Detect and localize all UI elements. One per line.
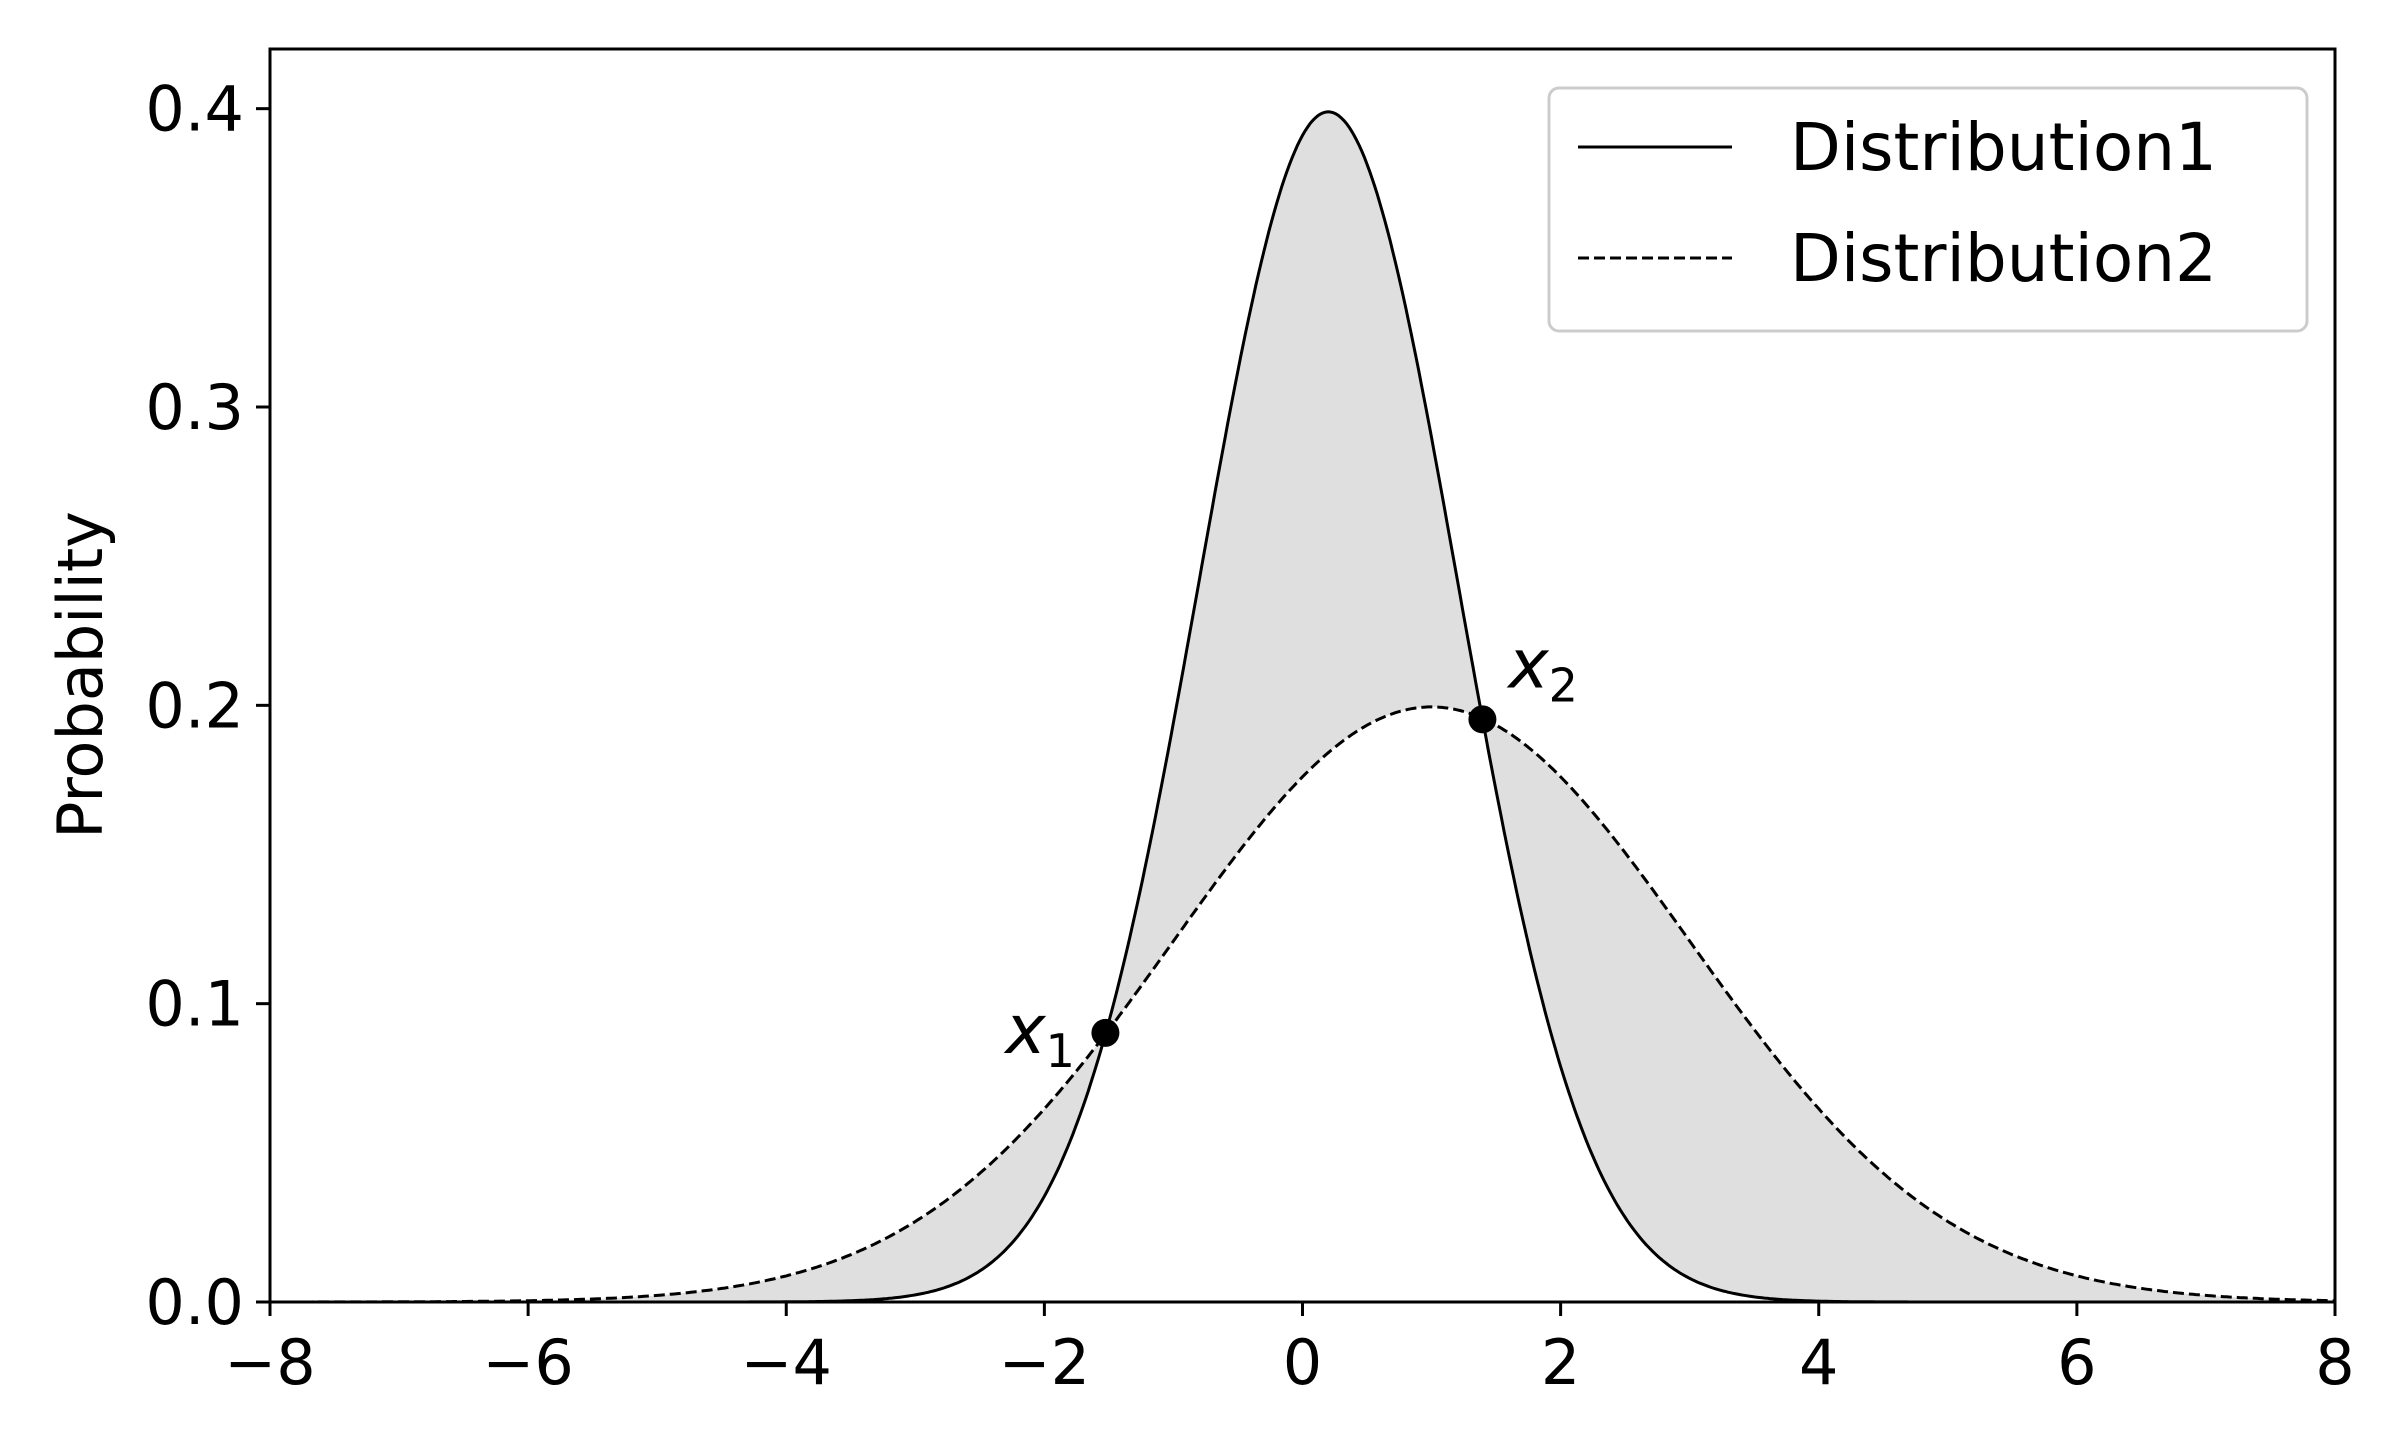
intersection-point-2 — [1468, 705, 1497, 734]
x-tick-label: −4 — [741, 1326, 832, 1399]
annotation-letter: x — [1003, 991, 1046, 1070]
y-tick-label: 0.0 — [145, 1266, 244, 1339]
y-tick-label: 0.1 — [145, 968, 244, 1041]
annotation-subscript: 1 — [1046, 1024, 1075, 1078]
x-tick-label: −6 — [482, 1326, 573, 1399]
legend-box — [1547, 86, 2309, 333]
annotation-x1: x1 — [1003, 991, 1075, 1078]
annotation-x2: x2 — [1506, 625, 1578, 712]
annotation-subscript: 2 — [1549, 658, 1578, 712]
y-tick-label: 0.2 — [145, 669, 244, 742]
annotation-letter: x — [1506, 625, 1549, 704]
y-axis-label: Probability — [44, 511, 117, 839]
x-tick-label: −8 — [224, 1326, 315, 1399]
x-tick-label: 4 — [1799, 1326, 1838, 1399]
series-line-distribution2 — [270, 705, 2335, 1304]
fill-between-area — [270, 111, 2335, 1302]
x-tick-label: −2 — [999, 1326, 1090, 1399]
y-tick-label: 0.3 — [145, 371, 244, 444]
legend-label-distribution1: Distribution1 — [1790, 109, 2217, 186]
x-tick-label: 2 — [1541, 1326, 1580, 1399]
intersection-point-1 — [1091, 1018, 1120, 1047]
x-tick-label: 0 — [1283, 1326, 1322, 1399]
legend-label-distribution2: Distribution2 — [1790, 220, 2217, 297]
x-tick-label: 8 — [2315, 1326, 2354, 1399]
legend: Distribution1 Distribution2 — [1547, 86, 2309, 333]
x-tick-label: 6 — [2057, 1326, 2096, 1399]
y-tick-label: 0.4 — [145, 73, 244, 146]
